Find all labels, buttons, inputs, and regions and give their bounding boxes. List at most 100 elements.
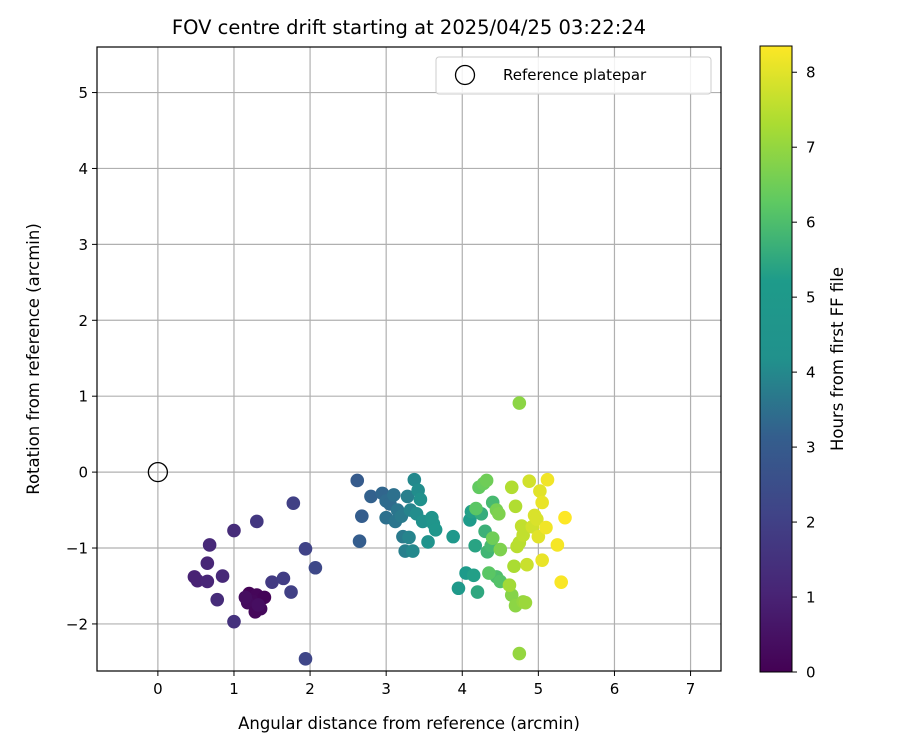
y-tick-label: −1: [66, 540, 88, 558]
data-point: [428, 523, 443, 537]
data-point: [352, 534, 367, 548]
data-point: [251, 598, 266, 612]
data-point: [512, 646, 527, 661]
data-point: [200, 574, 215, 589]
data-point: [308, 560, 323, 575]
data-point: [215, 569, 230, 583]
data-point: [470, 585, 485, 599]
data-point: [485, 531, 500, 545]
colorbar-tick-label: 2: [806, 514, 816, 532]
colorbar-tick-label: 3: [806, 439, 816, 457]
data-point: [276, 571, 291, 586]
y-tick-label: 5: [78, 84, 88, 102]
data-point: [522, 474, 537, 489]
x-tick-label: 4: [457, 680, 467, 698]
reference-platepar-point: [147, 461, 169, 483]
colorbar-tick-label: 0: [806, 664, 816, 682]
data-point: [407, 472, 422, 487]
data-point: [446, 529, 460, 544]
data-point: [402, 530, 416, 545]
data-point: [350, 473, 365, 488]
data-point: [502, 578, 517, 593]
x-tick-label: 3: [381, 680, 391, 698]
data-point: [400, 489, 415, 504]
data-point: [491, 507, 506, 521]
data-point: [507, 559, 521, 574]
data-point: [466, 568, 481, 583]
data-point: [508, 499, 523, 514]
x-tick-label: 7: [686, 680, 696, 698]
x-tick-label: 5: [534, 680, 544, 698]
x-tick-label: 0: [153, 680, 163, 698]
data-point: [533, 484, 547, 498]
data-point: [535, 553, 549, 567]
data-point: [535, 495, 549, 510]
data-point: [468, 538, 483, 553]
x-axis-ticks: 0 1 2 3 4 5 6 7: [153, 671, 695, 698]
x-tick-label: 6: [610, 680, 620, 698]
data-point: [530, 512, 544, 526]
legend-marker: [454, 64, 476, 86]
data-point: [210, 592, 225, 607]
colorbar-gradient: [759, 45, 793, 673]
data-point: [539, 520, 553, 535]
data-point: [364, 489, 378, 504]
data-point: [518, 595, 533, 610]
colorbar-ticks: 0 1 2 3 4 5 6 7 8: [792, 64, 816, 682]
colorbar-tick-label: 5: [806, 289, 816, 307]
data-point: [421, 535, 435, 549]
grid-lines: [97, 47, 721, 671]
data-point: [227, 523, 241, 538]
data-point: [554, 575, 568, 589]
data-point: [202, 538, 217, 552]
y-tick-label: 0: [78, 464, 88, 482]
data-point: [469, 501, 483, 516]
legend: Reference platepar: [435, 56, 712, 95]
y-tick-label: 3: [78, 236, 88, 254]
plot-frame: [96, 46, 722, 672]
data-point: [190, 573, 205, 588]
colorbar-tick-label: 7: [806, 139, 816, 157]
data-point: [531, 529, 546, 544]
data-point: [238, 590, 253, 605]
x-axis-label: Angular distance from reference (arcmin): [238, 714, 580, 733]
reference-marker: [147, 461, 169, 483]
y-tick-label: 4: [78, 160, 88, 178]
data-point: [265, 575, 279, 589]
data-point: [298, 541, 313, 556]
colorbar-tick-label: 1: [806, 589, 816, 607]
y-tick-label: −2: [66, 615, 88, 633]
data-point: [227, 614, 241, 629]
data-point: [355, 509, 369, 523]
data-point: [493, 542, 508, 557]
data-point: [406, 544, 420, 558]
data-point: [516, 528, 530, 542]
data-point: [286, 496, 301, 511]
data-point: [558, 510, 572, 525]
data-point: [298, 652, 313, 666]
data-point: [550, 538, 565, 552]
legend-box: [435, 56, 712, 95]
legend-label: Reference platepar: [503, 66, 647, 84]
x-tick-label: 2: [305, 680, 315, 698]
data-point: [250, 514, 264, 529]
data-point: [451, 581, 466, 596]
data-point: [413, 492, 428, 507]
data-point: [482, 566, 496, 580]
data-point: [540, 472, 555, 487]
data-point: [520, 557, 534, 572]
colorbar-tick-label: 6: [806, 214, 816, 232]
x-tick-label: 1: [229, 680, 239, 698]
colorbar-tick-label: 8: [806, 64, 816, 82]
y-tick-label: 1: [78, 388, 88, 406]
y-axis-ticks: −2 −1 0 1 2 3 4 5: [66, 84, 97, 633]
y-axis-label: Rotation from reference (arcmin): [24, 223, 43, 495]
data-point: [284, 585, 298, 599]
colorbar-label: Hours from first FF file: [828, 267, 847, 451]
data-points: [187, 396, 572, 666]
data-point: [200, 556, 215, 571]
y-tick-label: 2: [78, 312, 88, 330]
data-point: [504, 480, 519, 495]
colorbar: 0 1 2 3 4 5 6 7 8 Hours from first FF file: [759, 45, 847, 682]
